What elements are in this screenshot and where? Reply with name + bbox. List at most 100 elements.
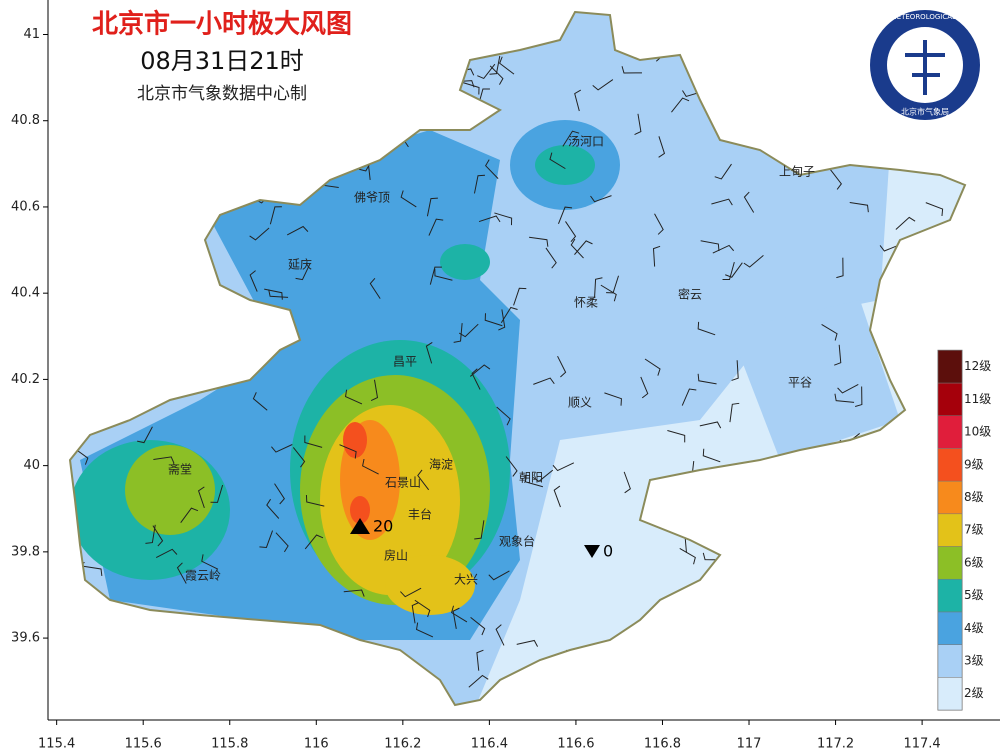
wind-barb [180,507,199,523]
wind-barb [552,462,575,472]
wind-barb [709,36,727,53]
y-tick-label: 41 [23,27,40,42]
wind-barb [727,547,735,570]
wind-barb [729,402,740,423]
wind-barb [343,589,365,597]
place-label: 怀柔 [574,296,598,310]
wind-barb [905,324,915,347]
wind-barb [714,163,732,180]
wind-barb [357,38,375,53]
wind-barb [925,202,944,217]
wind-barb [144,164,158,185]
field [125,445,215,535]
wind-barb [634,113,642,136]
wind-barb [558,206,573,225]
wind-barb [590,195,612,203]
wind-barb [271,444,293,453]
wind-barb [895,430,908,452]
wind-barb [266,498,280,519]
wind-barb [371,677,386,695]
wind-barb [765,112,780,132]
wind-barb [565,221,577,242]
wind-barb [661,508,683,519]
wind-barb [275,532,289,553]
legend-swatch [937,350,963,384]
x-tick-label: 115.4 [38,737,75,752]
place-label: 石景山 [385,476,421,490]
wind-barb [400,190,417,208]
wind-barb [895,216,916,230]
wind-barb [658,661,667,683]
legend-swatch [937,480,963,515]
wind-barb [164,619,176,641]
wind-barb [667,430,686,443]
place-label: 平谷 [788,376,812,390]
wind-barb [890,440,908,457]
legend-swatch [937,513,963,547]
wind-barb [429,266,442,285]
wind-barb [681,388,697,406]
wind-barb [478,215,501,223]
wind-barb [697,373,717,385]
wind-barb [304,534,324,550]
wind-barb [574,89,582,112]
wind-barb [70,252,77,269]
wind-barb [339,444,357,459]
wind-barb [775,142,793,159]
wind-barb [468,674,489,688]
wind-barb [137,426,153,444]
wind-barb [194,636,209,656]
wind-barb [93,271,116,279]
wind-barb [150,360,170,372]
wind-barb [70,141,73,161]
wind-barb [155,548,178,558]
logo-ring: BEIJING METEOROLOGICAL SERVICE [862,13,987,21]
title: 北京市一小时极大风图 [92,9,352,40]
wind-barb [201,554,219,570]
wind-barb [495,624,505,646]
legend-swatch [937,578,963,613]
wind-barb [269,206,282,225]
wind-barb [829,169,842,190]
wind-barb [910,562,932,572]
wind-barb [825,471,846,480]
wind-barb [792,601,805,622]
field [440,244,490,280]
legend-label: 4级 [964,621,984,635]
wind-barb [857,482,877,498]
wind-barb [382,60,403,74]
field [385,555,475,615]
wind-barb [153,456,175,464]
wind-barb [73,242,92,258]
legend-label: 7级 [964,523,984,537]
wind-barb [747,498,755,520]
wind-barb [295,263,311,281]
wind-barb [565,649,586,660]
wind-barb [259,530,274,548]
wind-barb [879,455,901,463]
x-tick-label: 115.8 [211,737,248,752]
wind-barb [411,602,419,624]
wind-barb [210,484,224,503]
wind-barb [792,135,811,148]
wind-barb [747,508,758,528]
wind-barb [904,374,924,386]
wind-barb [72,170,95,178]
wind-barb [426,197,438,217]
wind-barb [600,284,617,302]
wind-barb [872,573,894,584]
field [535,145,595,185]
y-tick-label: 39.6 [11,631,40,646]
legend-label: 5级 [964,588,984,602]
legend-label: 3级 [964,653,984,667]
wind-barb [458,323,479,338]
wind-barb [700,240,720,252]
wind-barb [344,389,363,405]
wind-barb [553,485,561,508]
boundary [68,10,967,707]
logo-org: 北京市气象局 [901,107,949,117]
wind-barb [177,100,186,123]
wind-barb [513,287,527,306]
place-label: 佛爷顶 [354,191,390,205]
